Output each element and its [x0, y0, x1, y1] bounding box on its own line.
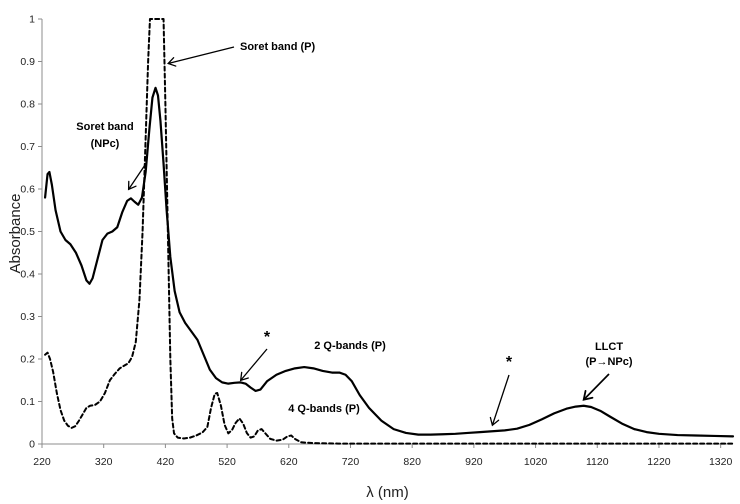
- annotation-soret-p: Soret band (P): [240, 41, 316, 53]
- soret-p-arrow-head: [166, 57, 177, 67]
- y-tick-label: 0.8: [20, 99, 35, 111]
- labels-layer: λ (nm) Absorbance: [7, 193, 409, 501]
- y-axis-title: Absorbance: [7, 193, 24, 273]
- x-axis-title: λ (nm): [366, 484, 409, 501]
- y-tick-label: 0.7: [20, 141, 35, 153]
- x-tick-label: 820: [403, 456, 421, 468]
- x-tick-label: 320: [95, 456, 113, 468]
- soret-npc-arrow: [128, 161, 148, 190]
- annotation-layer: Soret band (NPc) Soret band (P) 2 Q-bands (…: [76, 41, 633, 427]
- annotation-q-bands-2: 2 Q-bands (P): [314, 340, 386, 352]
- y-tick-label: 0: [29, 439, 35, 451]
- x-tick-label: 1220: [647, 456, 671, 468]
- asterisk-2-arrow-head: [489, 416, 500, 427]
- annotation-asterisk-1: *: [264, 329, 271, 346]
- annotation-soret-npc: Soret band (NPc): [76, 121, 133, 150]
- x-tick-label: 920: [465, 456, 483, 468]
- x-tick-label: 520: [218, 456, 236, 468]
- y-tick-label: 0.5: [20, 226, 35, 238]
- y-tick-label: 1: [29, 14, 35, 26]
- y-tick-label: 0.9: [20, 56, 35, 68]
- dashed-spectrum-line: [44, 18, 734, 445]
- soret-npc-arrow-head: [127, 180, 137, 191]
- y-tick-label: 0.2: [20, 354, 35, 366]
- x-tick-label: 420: [157, 456, 175, 468]
- x-tick-label: 720: [342, 456, 360, 468]
- asterisk-2-arrow: [491, 374, 510, 426]
- solid-spectrum-line: [43, 86, 735, 438]
- x-tick-label: 620: [280, 456, 298, 468]
- llct-arrow: [583, 373, 610, 401]
- annotation-q-bands-4: 4 Q-bands (P): [288, 403, 360, 415]
- llct-arrow-head: [582, 390, 594, 401]
- y-tick-label: 0.4: [20, 269, 35, 281]
- x-tick-label: 220: [33, 456, 51, 468]
- asterisk-1-arrow-head: [239, 371, 249, 382]
- soret-p-arrow: [168, 46, 235, 65]
- series-layer: [43, 18, 735, 445]
- x-tick-label: 1020: [524, 456, 548, 468]
- annotation-llct: LLCT (P→NPc): [585, 341, 632, 368]
- y-tick-label: 0.1: [20, 396, 35, 408]
- y-tick-label: 0.6: [20, 184, 35, 196]
- x-tick-label: 1320: [709, 456, 733, 468]
- annotation-asterisk-2: *: [506, 354, 513, 371]
- y-tick-label: 0.3: [20, 311, 35, 323]
- x-tick-label: 1120: [586, 456, 609, 468]
- asterisk-1-arrow: [240, 348, 268, 381]
